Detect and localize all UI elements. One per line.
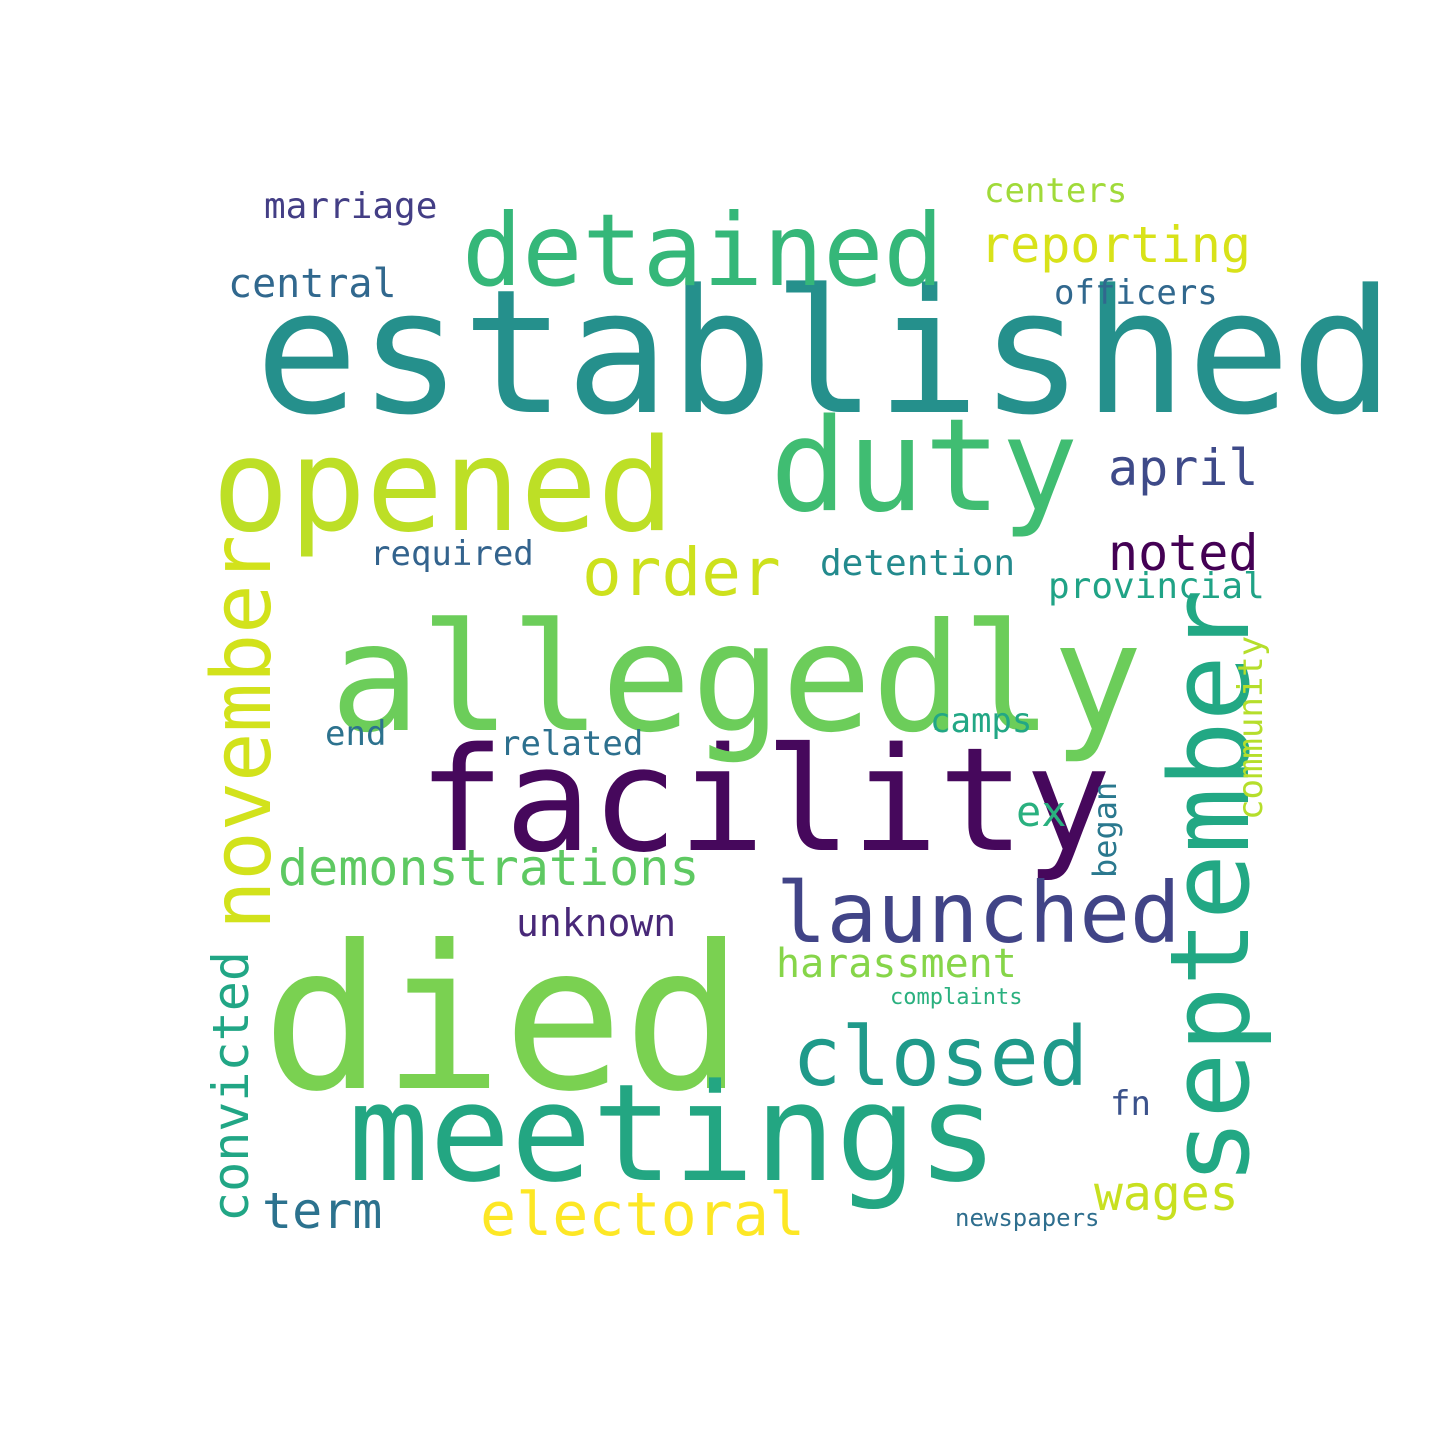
word-community: community <box>1231 636 1271 820</box>
word-april: april <box>1108 439 1259 497</box>
word-september: september <box>1146 589 1274 1185</box>
word-required: required <box>370 534 534 574</box>
word-duty: duty <box>770 392 1078 541</box>
word-harassment: harassment <box>776 941 1017 987</box>
word-noted: noted <box>1108 524 1259 582</box>
word-convicted: convicted <box>202 951 260 1222</box>
word-end: end <box>325 714 386 754</box>
word-marriage: marriage <box>264 186 437 227</box>
word-camps: camps <box>930 701 1032 741</box>
word-began: began <box>1086 782 1124 878</box>
word-officers: officers <box>1054 273 1218 313</box>
word-complaints: complaints <box>890 985 1022 1010</box>
word-central: central <box>228 261 397 307</box>
word-detained: detained <box>462 192 944 309</box>
word-closed: closed <box>792 1010 1088 1105</box>
word-reporting: reporting <box>980 216 1251 274</box>
word-established: established <box>255 252 1394 453</box>
word-facility: facility <box>418 716 1112 884</box>
word-detention: detention <box>820 543 1015 584</box>
word-related: related <box>500 724 643 764</box>
word-died: died <box>262 903 744 1136</box>
word-order: order <box>582 534 781 611</box>
word-provincial: provincial <box>1048 566 1265 607</box>
word-launched: launched <box>776 864 1181 962</box>
word-term: term <box>262 1182 382 1240</box>
word-november: november <box>195 535 290 930</box>
word-centers: centers <box>984 171 1127 211</box>
word-opened: opened <box>212 412 674 561</box>
word-electoral: electoral <box>480 1180 805 1250</box>
word-fn: fn <box>1110 1084 1151 1124</box>
word-meetings: meetings <box>348 1055 998 1212</box>
word-unknown: unknown <box>516 901 676 945</box>
word-ex: ex <box>1016 787 1067 836</box>
word-newspapers: newspapers <box>955 1204 1100 1232</box>
word-demonstrations: demonstrations <box>278 839 699 897</box>
word-wages: wages <box>1094 1166 1239 1222</box>
word-allegedly: allegedly <box>330 592 1143 766</box>
